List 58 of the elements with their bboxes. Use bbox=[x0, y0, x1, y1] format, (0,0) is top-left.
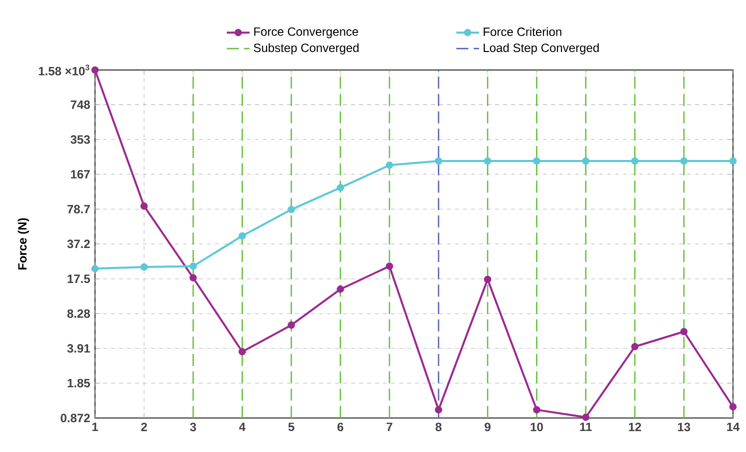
x-tick-label: 6 bbox=[337, 422, 344, 432]
point bbox=[631, 342, 639, 350]
x-tick-label: 13 bbox=[678, 422, 690, 432]
y-tick-label: 17.5 bbox=[68, 274, 90, 284]
point bbox=[386, 162, 394, 169]
y-tick-label: 37.2 bbox=[67, 240, 90, 248]
y-tick-label: 167 bbox=[71, 170, 90, 178]
point bbox=[582, 157, 590, 165]
point bbox=[336, 286, 344, 293]
y-tick-label: 8.28 bbox=[67, 309, 90, 318]
x-tick-label: 9 bbox=[484, 422, 491, 432]
point bbox=[680, 157, 688, 165]
point bbox=[189, 274, 197, 282]
point bbox=[288, 206, 295, 214]
point bbox=[189, 262, 197, 270]
y-axis-title: Force (N) bbox=[18, 218, 29, 270]
point bbox=[484, 276, 492, 284]
y-tick-label: 353 bbox=[70, 135, 90, 144]
x-tick-label: 1 bbox=[92, 422, 98, 431]
x-tick-label: 5 bbox=[288, 422, 294, 432]
legend-label: Load Step Converged bbox=[484, 43, 599, 54]
point bbox=[533, 157, 540, 165]
legend-label: Force Convergence bbox=[254, 27, 358, 38]
y-tick-label: 1.85 bbox=[68, 378, 90, 388]
legend-label: Force Criterion bbox=[484, 27, 562, 36]
point bbox=[729, 157, 737, 165]
x-tick-label: 11 bbox=[580, 422, 592, 431]
point bbox=[729, 403, 737, 410]
point bbox=[533, 406, 540, 414]
x-tick-label: 12 bbox=[628, 422, 642, 432]
point bbox=[582, 414, 590, 421]
y-tick-label: 78.7 bbox=[67, 204, 90, 214]
point bbox=[386, 262, 394, 270]
point bbox=[631, 157, 639, 165]
point bbox=[140, 263, 148, 271]
point bbox=[238, 348, 246, 356]
point bbox=[434, 406, 442, 414]
point bbox=[484, 157, 492, 165]
x-tick-label: 3 bbox=[190, 422, 196, 432]
x-tick-label: 8 bbox=[436, 422, 442, 432]
x-tick-label: 2 bbox=[141, 422, 147, 432]
x-tick-label: 4 bbox=[239, 422, 246, 431]
x-tick-label: 14 bbox=[727, 422, 740, 431]
x-tick-label: 7 bbox=[386, 422, 392, 431]
y-tick-label: 0.872 bbox=[60, 414, 90, 422]
legend-label: Substep Converged bbox=[254, 43, 359, 54]
point bbox=[238, 232, 246, 240]
y-tick-label: 748 bbox=[70, 100, 90, 109]
x-tick-label: 10 bbox=[530, 422, 543, 432]
point bbox=[91, 66, 99, 74]
y-tick-label: 3.91 bbox=[67, 344, 90, 353]
point bbox=[434, 157, 442, 165]
point bbox=[91, 265, 99, 272]
point bbox=[288, 321, 295, 329]
point bbox=[680, 328, 688, 336]
point bbox=[140, 202, 148, 210]
point bbox=[336, 184, 344, 192]
y-tick-label: 1.58 ×10$^{3}$ bbox=[38, 64, 90, 76]
